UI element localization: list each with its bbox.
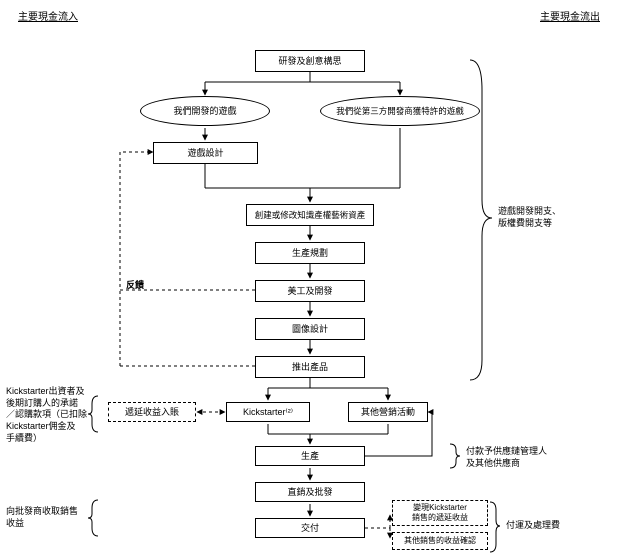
node-produce: 生產: [255, 446, 365, 466]
label-shipping: 付運及處理費: [506, 520, 586, 532]
node-kickstarter: Kickstarter⁽²⁾: [226, 402, 310, 422]
connectors: [0, 0, 640, 555]
node-deliver: 交付: [255, 518, 365, 538]
label-wholesale-inflow: 向批發商收取銷售 收益: [6, 506, 88, 529]
node-graphic: 圖像設計: [255, 318, 365, 340]
node-kick-realize: 變現Kickstarter 銷售的遞延收益: [392, 500, 488, 526]
node-plan: 生產規劃: [255, 242, 365, 264]
node-marketing: 其他營銷活動: [348, 402, 428, 422]
node-third: 我們從第三方開發商獲特許的遊戲: [320, 96, 480, 126]
node-ip: 創建或修改知識產權藝術資產: [246, 204, 374, 226]
header-outflow: 主要現金流出: [540, 8, 600, 23]
node-launch: 推出產品: [255, 356, 365, 378]
header-inflow: 主要現金流入: [18, 8, 78, 23]
label-dev-expense: 遊戲開發開支、 版權費開支等: [498, 206, 578, 229]
node-deferred: 遞延收益入賬: [108, 402, 196, 422]
node-distrib: 直銷及批發: [255, 482, 365, 502]
node-other-revenue: 其他銷售的收益確認: [392, 532, 488, 550]
label-supplier: 付款予供應鏈管理人 及其他供應商: [466, 446, 566, 469]
label-kickstarter-inflow: Kickstarter出資者及 後期訂購人的承諾 ／認購款項（已扣除 Kicks…: [6, 386, 88, 444]
node-art: 美工及開發: [255, 280, 365, 302]
node-rd: 研發及創意構思: [255, 50, 365, 72]
label-feedback: 反饋: [126, 280, 144, 291]
node-design: 遊戲設計: [153, 142, 258, 164]
node-own: 我們開發的遊戲: [140, 96, 270, 126]
diagram-stage: 主要現金流入 主要現金流出: [0, 0, 640, 555]
